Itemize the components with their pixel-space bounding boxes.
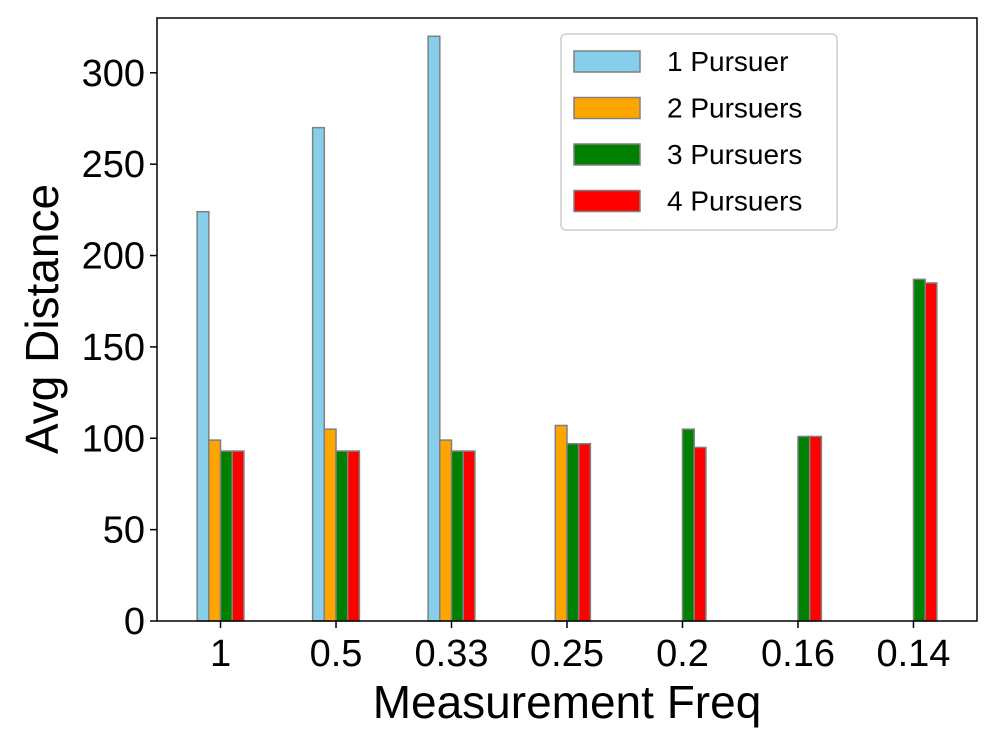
bar-4-pursuers-0.5 bbox=[346, 450, 361, 622]
legend-box bbox=[560, 33, 838, 231]
x-tick-label: 0.16 bbox=[761, 633, 835, 675]
y-tick-label: 100 bbox=[82, 418, 145, 460]
x-tick-label: 0.25 bbox=[530, 633, 604, 675]
legend: 1 Pursuer 2 Pursuers 3 Pursuers 4 Pursuers bbox=[560, 33, 838, 231]
bar-3-pursuers-0.33 bbox=[450, 450, 464, 622]
bar-3-pursuers-0.14 bbox=[912, 278, 926, 622]
bar-2-pursuers-0.5 bbox=[323, 428, 337, 622]
x-tick-label: 0.14 bbox=[876, 633, 950, 675]
legend-label-4-pursuers: 4 Pursuers bbox=[667, 186, 802, 217]
legend-swatch-2-pursuers bbox=[573, 96, 641, 120]
y-tick-label: 0 bbox=[124, 601, 145, 643]
bar-1-pursuer-1 bbox=[196, 210, 210, 622]
y-tick-label: 50 bbox=[103, 510, 145, 552]
bars-layer bbox=[196, 35, 938, 622]
bar-4-pursuers-0.16 bbox=[808, 435, 823, 622]
y-axis-title: Avg Distance bbox=[16, 184, 68, 454]
legend-swatch-1-pursuer bbox=[573, 50, 641, 73]
bar-4-pursuers-0.2 bbox=[693, 446, 707, 622]
x-tick-label: 0.2 bbox=[656, 633, 709, 675]
x-axis: 1 0.5 0.33 0.25 0.2 0.16 0.14 bbox=[210, 621, 950, 675]
legend-swatch-3-pursuers bbox=[573, 143, 641, 166]
y-tick-label: 200 bbox=[82, 236, 145, 278]
bar-2-pursuers-0.25 bbox=[554, 424, 568, 622]
bar-3-pursuers-0.16 bbox=[797, 435, 811, 622]
x-axis-title: Measurement Freq bbox=[373, 676, 762, 728]
legend-label-1-pursuer: 1 Pursuer bbox=[667, 46, 788, 77]
bar-4-pursuers-0.25 bbox=[577, 443, 592, 622]
bar-4-pursuers-0.33 bbox=[462, 450, 476, 622]
x-tick-label: 1 bbox=[210, 633, 231, 675]
bar-3-pursuers-1 bbox=[219, 450, 233, 622]
legend-label-2-pursuers: 2 Pursuers bbox=[667, 93, 802, 124]
bar-1-pursuer-0.33 bbox=[427, 35, 441, 622]
bar-4-pursuers-0.14 bbox=[924, 282, 938, 622]
y-tick-label: 300 bbox=[82, 53, 145, 95]
bar-2-pursuers-0.33 bbox=[439, 439, 453, 622]
x-tick-label: 0.5 bbox=[310, 633, 363, 675]
bar-3-pursuers-0.25 bbox=[566, 443, 580, 622]
y-tick-label: 150 bbox=[82, 327, 145, 369]
legend-swatch-4-pursuers bbox=[573, 189, 641, 213]
legend-label-3-pursuers: 3 Pursuers bbox=[667, 139, 802, 170]
y-tick-label: 250 bbox=[82, 144, 145, 186]
bar-4-pursuers-1 bbox=[231, 450, 245, 622]
y-axis: 0 50 100 150 200 250 300 bbox=[82, 53, 157, 643]
bar-3-pursuers-0.5 bbox=[335, 450, 349, 622]
x-tick-label: 0.33 bbox=[415, 633, 489, 675]
bar-2-pursuers-1 bbox=[208, 439, 222, 622]
bar-3-pursuers-0.2 bbox=[681, 428, 695, 622]
bar-1-pursuer-0.5 bbox=[311, 126, 326, 622]
